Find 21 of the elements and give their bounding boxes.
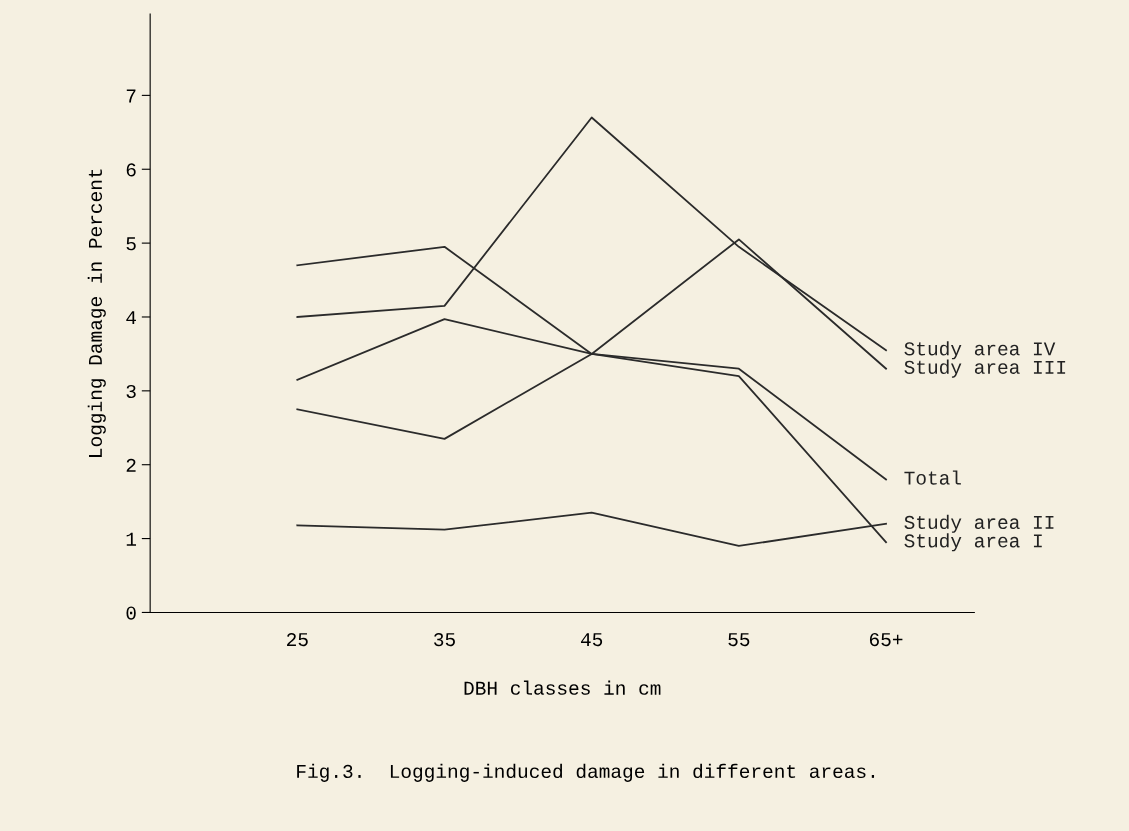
series-label: Study area IV: [904, 341, 1056, 360]
y-tick-label: 0: [126, 606, 136, 620]
x-tick-label: 35: [434, 632, 455, 647]
series-label: Study area II: [904, 514, 1054, 533]
series-label: Total: [904, 470, 961, 485]
y-tick-label: 3: [126, 384, 136, 399]
x-axis-title: DBH classes in cm: [464, 680, 661, 695]
x-tick-label: 25: [287, 632, 308, 647]
y-tick-label: 6: [126, 163, 136, 177]
y-axis-title: Logging Damage in Percent: [87, 169, 106, 457]
series-label: Study area III: [904, 359, 1066, 378]
y-tick-label: 5: [126, 237, 136, 251]
y-tick-label: 4: [126, 311, 136, 325]
y-tick-label: 7: [126, 89, 136, 103]
y-tick-label: 1: [126, 532, 137, 546]
caption: Fig.3. Logging-induced damage in different areas.: [297, 763, 875, 782]
series-label: Study area I: [904, 533, 1042, 552]
x-tick-label: 55: [728, 633, 750, 647]
y-tick-label: 2: [126, 458, 136, 472]
x-tick-label: 65+: [869, 632, 903, 647]
x-tick-label: 45: [580, 633, 603, 647]
